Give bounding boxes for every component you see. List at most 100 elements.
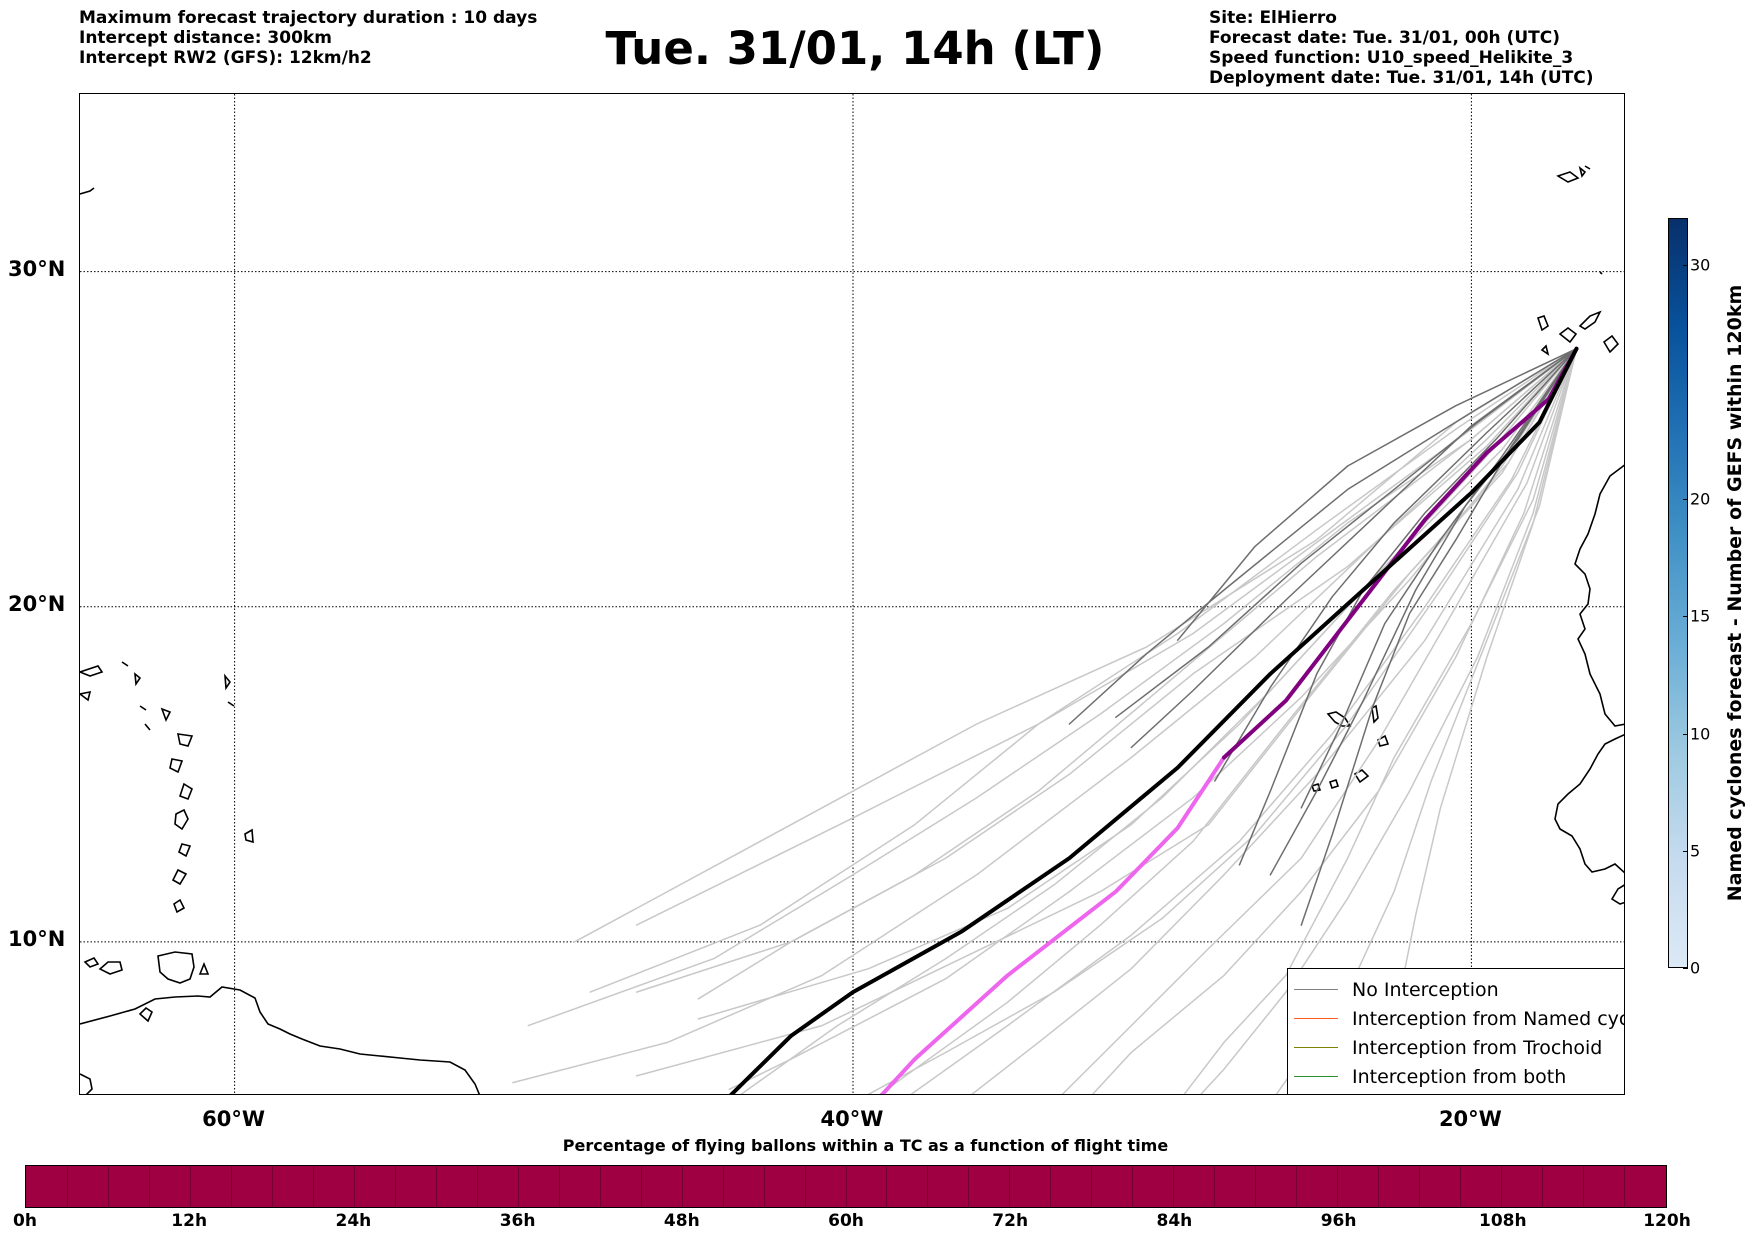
coast-lesser-antilles-5 [173, 898, 186, 914]
ensemble-trajectory [1214, 347, 1578, 782]
percentage-bar-tick-label: 84h [1156, 1211, 1193, 1231]
coast-venezuela-islands [98, 961, 123, 975]
percentage-bar-segment-divider [435, 1166, 437, 1207]
ensemble-trajectory-light [910, 347, 1578, 1094]
lat-label-10n: 10°N [8, 926, 66, 951]
ensemble-trajectory-light [573, 347, 1578, 943]
legend-line-sample [1294, 1017, 1338, 1020]
colorbar-tick-label: 10 [1690, 724, 1711, 744]
colorbar-tick-mark [1683, 733, 1688, 735]
intercept-distance-text: Intercept distance: 300km [79, 28, 332, 48]
coastlines [80, 165, 1624, 1094]
legend-item: Interception from Named cyclone [1294, 1004, 1624, 1033]
map-canvas [80, 94, 1624, 1094]
ensemble-trajectory-light [635, 347, 1578, 1077]
legend-label: Interception from Named cyclone [1352, 1007, 1624, 1030]
colorbar-tick-label: 15 [1690, 606, 1711, 626]
percentage-bar-tick-label: 108h [1479, 1211, 1527, 1231]
percentage-bar-tick-label: 0h [13, 1211, 37, 1231]
percentage-bar-segment-divider [1132, 1166, 1134, 1207]
percentage-bar-segment-divider [66, 1166, 68, 1207]
lon-label-20w: 20°W [1438, 1107, 1502, 1131]
hres-trajectory [1222, 346, 1579, 760]
legend-swatch [1294, 1066, 1338, 1088]
colorbar-tick-mark [1683, 850, 1688, 852]
header-right-info: Site: ElHierro Forecast date: Tue. 31/01… [1209, 8, 1594, 88]
forecast-date-text: Forecast date: Tue. 31/01, 00h (UTC) [1209, 28, 1560, 48]
percentage-bar-segment-divider [968, 1166, 970, 1207]
legend-label: Interception from both [1352, 1065, 1567, 1088]
percentage-bar-segment-divider [1378, 1166, 1380, 1207]
coast-cape-verde-5 [1328, 778, 1340, 790]
percentage-bar-segment-divider [927, 1166, 929, 1207]
coast-island-margarita [138, 1006, 154, 1023]
percentage-bar-segment-divider [1583, 1166, 1585, 1207]
ensemble-trajectory-light [697, 347, 1578, 1000]
legend-item: Interception from Trochoid [1294, 1033, 1624, 1062]
percentage-bar-segment-divider [599, 1166, 601, 1207]
legend-swatch [1294, 1095, 1338, 1096]
coast-cape-verde-4 [1353, 769, 1370, 784]
coast-lesser-antilles-2 [178, 782, 193, 801]
coast-canary-4 [1602, 334, 1620, 354]
percentage-bar-tick-label: 24h [335, 1211, 372, 1231]
ensemble-trajectory [1115, 347, 1578, 719]
ensemble-trajectory [1269, 347, 1578, 876]
hres-trajectory-late [879, 755, 1226, 1094]
legend-line-sample [1294, 1046, 1338, 1049]
percentage-bar-segment-divider [394, 1166, 396, 1207]
coast-canary-5 [1540, 344, 1550, 356]
coast-lesser-antilles-4 [171, 868, 188, 886]
deployment-date-text: Deployment date: Tue. 31/01, 14h (UTC) [1209, 68, 1594, 88]
percentage-bar-segment-divider [353, 1166, 355, 1207]
lat-label-20n: 20°N [8, 591, 66, 616]
coast-far-left-island [80, 187, 95, 195]
percentage-bar-segment-divider [271, 1166, 273, 1207]
coast-left-bottom [80, 1073, 93, 1094]
percentage-bar [25, 1165, 1667, 1208]
percentage-bar-title: Percentage of flying ballons within a TC… [562, 1136, 1169, 1155]
percentage-bar-tick-label: 36h [499, 1211, 536, 1231]
percentage-bar-segment-divider [763, 1166, 765, 1207]
percentage-bar-segment-divider [476, 1166, 478, 1207]
legend-item: HRES [1294, 1091, 1624, 1096]
ensemble-trajectory-light [867, 347, 1578, 1094]
trajectory-tracks [512, 346, 1579, 1094]
coast-puerto-rico-fragments [80, 661, 151, 731]
coast-trinidad [157, 951, 195, 984]
colorbar-label: Named cyclones forecast - Number of GEFS… [1724, 284, 1746, 902]
trajectory-map[interactable]: No Interception Interception from Named c… [79, 93, 1625, 1095]
coast-cape-verde-6 [1310, 782, 1322, 792]
coast-lesser-antilles-3 [178, 843, 192, 858]
ensemble-trajectory-light [635, 347, 1578, 926]
legend-line-sample [1294, 1075, 1338, 1078]
legend-item: No Interception [1294, 975, 1624, 1004]
analysis-trajectory [729, 346, 1579, 1094]
percentage-bar-segment-divider [1091, 1166, 1093, 1207]
legend-item: Interception from both [1294, 1062, 1624, 1091]
colorbar-tick-label: 30 [1690, 255, 1711, 275]
ensemble-trajectory [1176, 347, 1578, 641]
coast-cape-verde-2 [1371, 704, 1379, 724]
lon-label-60w: 60°W [202, 1107, 266, 1131]
legend-swatch [1294, 1008, 1338, 1030]
coast-madeira [1556, 165, 1591, 183]
percentage-bar-tick-label: 48h [663, 1211, 700, 1231]
ensemble-trajectory-light [527, 347, 1578, 1027]
coast-canary-2 [1558, 327, 1578, 344]
coast-lesser-antilles-9 [244, 828, 254, 844]
percentage-bar-segment-divider [517, 1166, 519, 1207]
ensemble-trajectory [1068, 347, 1578, 725]
coast-selvagens [1599, 271, 1603, 275]
percentage-bar-segment-divider [845, 1166, 847, 1207]
percentage-bar-segment-divider [1255, 1166, 1257, 1207]
coast-canary-3 [1578, 310, 1602, 330]
ensemble-trajectory-light [589, 347, 1578, 993]
percentage-bar-segment-divider [1050, 1166, 1052, 1207]
legend-label: HRES [1352, 1095, 1404, 1096]
percentage-bar-segment-divider [107, 1166, 109, 1207]
percentage-bar-segment-divider [886, 1166, 888, 1207]
percentage-bar-tick-label: 72h [992, 1211, 1029, 1231]
percentage-bar-segment-divider [148, 1166, 150, 1207]
header-left-info: Maximum forecast trajectory duration : 1… [79, 8, 537, 68]
